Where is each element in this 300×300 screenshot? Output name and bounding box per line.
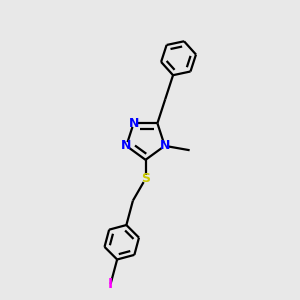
Text: S: S (141, 172, 150, 185)
Text: N: N (160, 139, 170, 152)
Text: I: I (108, 277, 113, 291)
Text: N: N (128, 117, 139, 130)
Text: N: N (121, 139, 131, 152)
